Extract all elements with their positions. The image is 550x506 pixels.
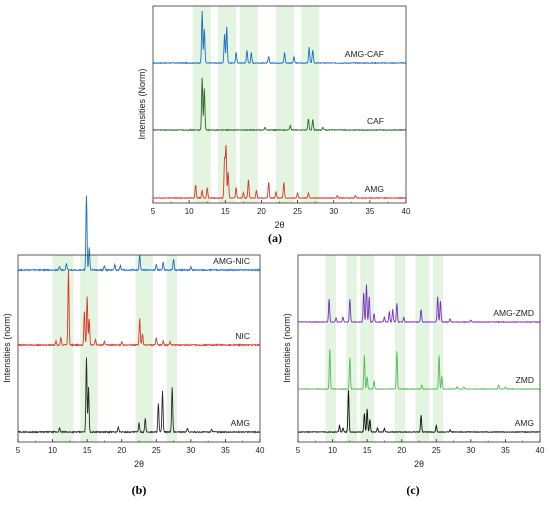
x-tick-label: 15 bbox=[221, 207, 230, 216]
x-tick-label: 30 bbox=[329, 207, 338, 216]
series-label: NIC bbox=[235, 331, 250, 341]
x-tick-label: 5 bbox=[16, 446, 21, 455]
highlight-band bbox=[275, 6, 294, 203]
x-tick-label: 35 bbox=[221, 446, 230, 455]
series-line-amg-zmd bbox=[297, 284, 541, 324]
x-tick-label: 20 bbox=[117, 446, 126, 455]
series-line-caf bbox=[152, 77, 407, 132]
x-tick-label: 25 bbox=[293, 207, 302, 216]
x-tick-label: 10 bbox=[185, 207, 194, 216]
series-label: AMG bbox=[365, 184, 384, 194]
x-tick-label: 25 bbox=[152, 446, 161, 455]
series-label: AMG-ZMD bbox=[493, 308, 534, 318]
x-tick-label: 5 bbox=[151, 207, 156, 216]
x-axis-label: 2θ bbox=[414, 459, 424, 469]
x-tick-label: 20 bbox=[397, 446, 406, 455]
y-axis-label: Intensities (norm) bbox=[282, 313, 292, 383]
series-label: CAF bbox=[367, 116, 384, 126]
panel-label: (c) bbox=[406, 483, 419, 497]
series-line-amg-caf bbox=[152, 10, 407, 65]
highlight-band bbox=[415, 255, 430, 442]
series-line-nic bbox=[17, 269, 261, 347]
x-tick-label: 10 bbox=[48, 446, 57, 455]
highlight-band bbox=[346, 255, 357, 442]
series-line-amg bbox=[17, 357, 261, 435]
x-tick-label: 35 bbox=[365, 207, 374, 216]
x-tick-label: 15 bbox=[83, 446, 92, 455]
x-axis-label: 2θ bbox=[134, 459, 144, 469]
series-label: AMG bbox=[515, 418, 534, 428]
y-axis-label: Intensities (norm) bbox=[2, 313, 12, 383]
panel-c: AMG-ZMD ZMD AMG 5 10 15 20 25 30 35 40 2θ Intensitie… bbox=[282, 254, 545, 497]
panel-label: (b) bbox=[132, 483, 147, 497]
series-line-amg bbox=[152, 144, 407, 200]
series-line-amg bbox=[297, 390, 541, 434]
x-tick-label: 15 bbox=[363, 446, 372, 455]
series-label: AMG-CAF bbox=[345, 49, 384, 59]
highlight-band bbox=[135, 255, 153, 442]
highlight-band bbox=[325, 255, 337, 442]
panel-label: (a) bbox=[268, 231, 282, 245]
x-tick-label: 10 bbox=[328, 446, 337, 455]
highlight-band bbox=[394, 255, 406, 442]
x-tick-label: 40 bbox=[256, 446, 265, 455]
panel-b: AMG-NIC NIC AMG 5 10 15 20 25 30 35 40 2θ Intensitie… bbox=[2, 195, 265, 497]
highlight-band bbox=[360, 255, 375, 442]
x-tick-label: 30 bbox=[466, 446, 475, 455]
x-tick-label: 40 bbox=[536, 446, 545, 455]
highlight-band bbox=[80, 255, 98, 442]
series-label: AMG-NIC bbox=[213, 256, 250, 266]
x-tick-label: 5 bbox=[296, 446, 301, 455]
series-label: AMG bbox=[231, 418, 250, 428]
highlight-band bbox=[301, 6, 320, 203]
y-axis-label: Intensities (Norm) bbox=[137, 68, 147, 139]
x-axis-label: 2θ bbox=[274, 220, 284, 230]
x-tick-label: 25 bbox=[432, 446, 441, 455]
x-tick-label: 20 bbox=[257, 207, 266, 216]
series-line-zmd bbox=[297, 349, 541, 391]
series-line-amg-nic bbox=[17, 195, 261, 272]
series-label: ZMD bbox=[516, 375, 534, 385]
highlight-band bbox=[166, 255, 178, 442]
x-tick-label: 35 bbox=[501, 446, 510, 455]
highlight-band bbox=[218, 6, 237, 203]
panel-a: AMG-CAF CAF AMG 5 10 15 20 25 30 35 40 2θ Intensitie… bbox=[137, 5, 411, 245]
x-tick-label: 40 bbox=[402, 207, 411, 216]
highlight-band bbox=[432, 255, 444, 442]
highlight-band bbox=[52, 255, 74, 442]
highlight-band bbox=[239, 6, 258, 203]
x-tick-label: 30 bbox=[186, 446, 195, 455]
